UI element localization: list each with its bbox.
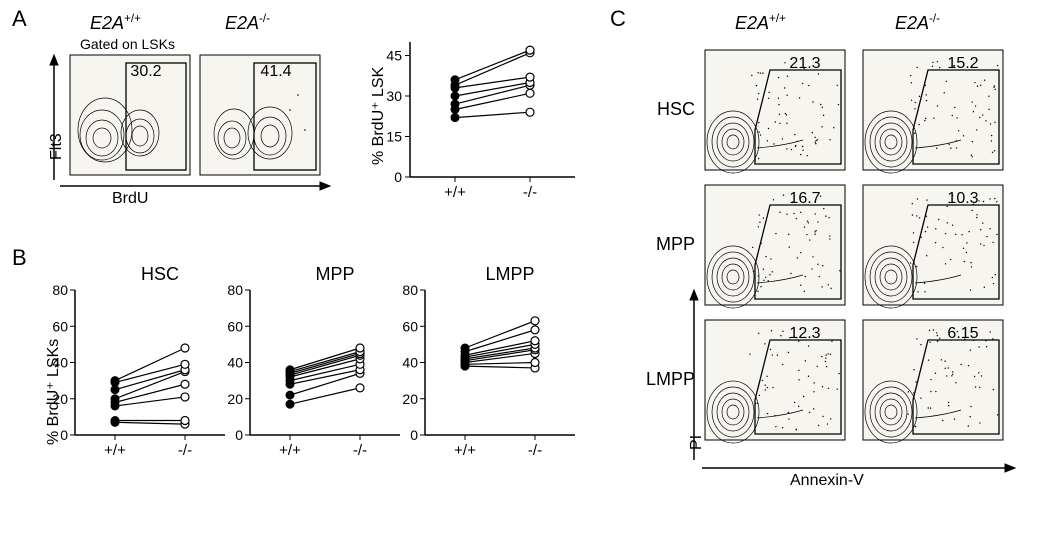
svg-text:60: 60 [227, 318, 243, 334]
panel-A-wt-pct: 30.2 [130, 63, 161, 80]
panel-C-header-ko: E2A-/- [895, 12, 940, 34]
svg-text:80: 80 [227, 282, 243, 298]
svg-text:LMPP: LMPP [485, 264, 534, 284]
svg-text:0: 0 [394, 169, 402, 185]
svg-text:MPP: MPP [656, 234, 695, 254]
svg-text:21.3: 21.3 [789, 55, 820, 72]
svg-text:-/-: -/- [523, 184, 537, 201]
svg-text:40: 40 [402, 355, 418, 371]
svg-text:+/+: +/+ [454, 442, 476, 459]
panel-B-svg: HSC 0 20 40 60 80 +/+ -/- MPP 0 20 40 60 80 +/+ -/- LMPP… [50, 260, 590, 480]
svg-text:20: 20 [227, 391, 243, 407]
panel-A-xaxis: BrdU [112, 190, 148, 208]
svg-text:LMPP: LMPP [646, 369, 695, 389]
panel-C-yaxis: PI [688, 435, 706, 450]
svg-text:MPP: MPP [315, 264, 354, 284]
genotype-name: E2A [895, 13, 929, 33]
svg-text:-/-: -/- [353, 442, 367, 459]
svg-text:60: 60 [402, 318, 418, 334]
genotype-sup: -/- [259, 12, 270, 25]
svg-text:20: 20 [52, 391, 68, 407]
panel-label-C: C [610, 6, 626, 32]
svg-text:15: 15 [386, 129, 402, 145]
panel-label-A: A [12, 6, 27, 32]
panel-A-ko-pct: 41.4 [260, 63, 291, 80]
svg-text:30: 30 [386, 88, 402, 104]
panel-A-paired-yaxis: % BrdU⁺ LSK [368, 67, 388, 165]
svg-text:16.7: 16.7 [789, 190, 820, 207]
svg-text:80: 80 [402, 282, 418, 298]
svg-text:0: 0 [60, 427, 68, 443]
figure-root: A E2A+/+ E2A-/- Gated on LSKs 30.2 [0, 0, 1050, 551]
svg-text:40: 40 [52, 355, 68, 371]
svg-text:-/-: -/- [178, 442, 192, 459]
svg-text:HSC: HSC [657, 99, 695, 119]
svg-text:6.15: 6.15 [947, 325, 978, 342]
panel-A-yaxis: Flt3 [48, 133, 66, 160]
panel-label-B: B [12, 245, 27, 271]
svg-text:+/+: +/+ [104, 442, 126, 459]
svg-text:40: 40 [227, 355, 243, 371]
svg-text:HSC: HSC [141, 264, 179, 284]
svg-text:-/-: -/- [528, 442, 542, 459]
genotype-sup: +/+ [124, 12, 141, 25]
svg-text:0: 0 [410, 427, 418, 443]
genotype-sup: -/- [929, 12, 940, 25]
panel-C-header-wt: E2A+/+ [735, 12, 786, 34]
genotype-sup: +/+ [769, 12, 786, 25]
panel-A-flow-svg: 30.2 41.4 [40, 30, 340, 200]
svg-text:12.3: 12.3 [789, 325, 820, 342]
svg-text:60: 60 [52, 318, 68, 334]
svg-text:+/+: +/+ [279, 442, 301, 459]
svg-text:15.2: 15.2 [947, 55, 978, 72]
svg-text:45: 45 [386, 48, 402, 64]
panel-A-paired-svg: 0 15 30 45 +/+ -/- [370, 32, 590, 207]
genotype-name: E2A [735, 13, 769, 33]
panel-C-xaxis: Annexin-V [790, 472, 864, 490]
svg-text:10.3: 10.3 [947, 190, 978, 207]
svg-text:+/+: +/+ [444, 184, 466, 201]
svg-text:80: 80 [52, 282, 68, 298]
svg-text:0: 0 [235, 427, 243, 443]
svg-text:20: 20 [402, 391, 418, 407]
